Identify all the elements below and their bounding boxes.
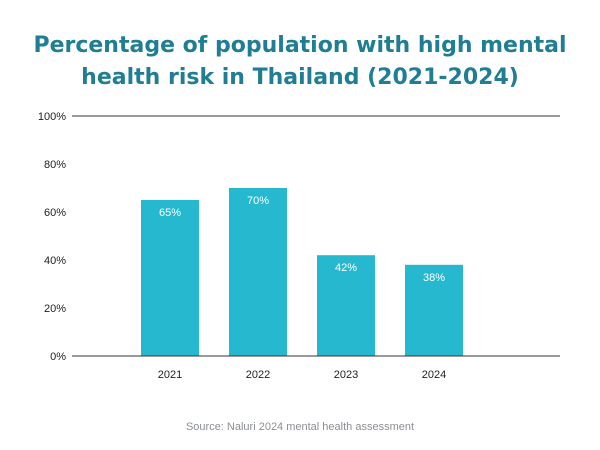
data-label-2022: 70% xyxy=(247,195,269,207)
x-tick-label-2022: 2022 xyxy=(246,369,270,381)
bar-2021 xyxy=(141,200,199,356)
y-tick-label: 40% xyxy=(44,255,66,267)
data-label-2024: 38% xyxy=(423,272,445,284)
y-tick-label: 100% xyxy=(38,111,66,123)
y-tick-label: 60% xyxy=(44,207,66,219)
data-label-2023: 42% xyxy=(335,262,357,274)
y-tick-label: 80% xyxy=(44,159,66,171)
y-tick-label: 20% xyxy=(44,303,66,315)
x-tick-label-2024: 2024 xyxy=(422,369,446,381)
bar-2023 xyxy=(317,255,375,356)
chart-source: Source: Naluri 2024 mental health assess… xyxy=(185,421,415,433)
bar-2024 xyxy=(405,264,463,356)
x-tick-label-2021: 2021 xyxy=(158,369,182,381)
data-label-2021: 65% xyxy=(159,207,181,219)
y-tick-label: 0% xyxy=(50,351,66,363)
x-tick-label-2023: 2023 xyxy=(334,369,358,381)
chart-title: Percentage of population with high menta… xyxy=(33,33,567,90)
bar-2022 xyxy=(229,188,287,356)
